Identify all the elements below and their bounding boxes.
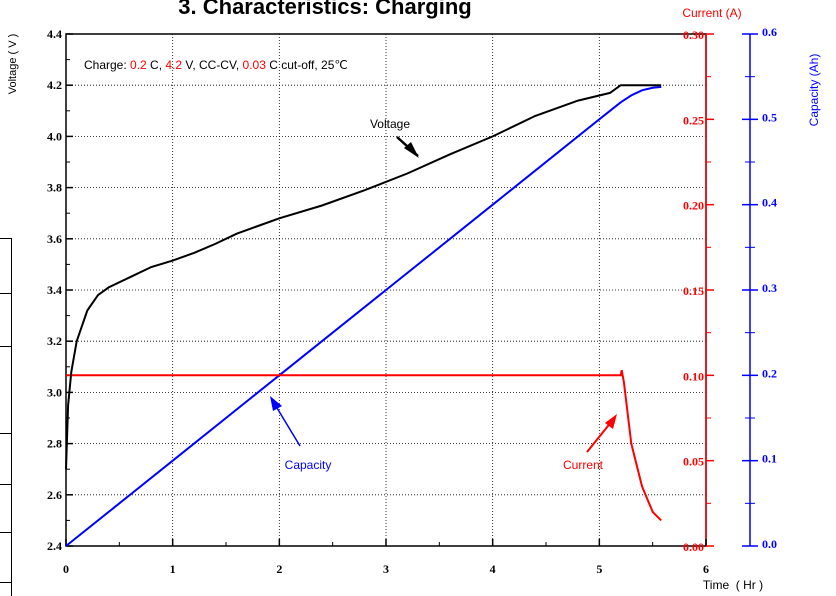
time-tick-label: 6 <box>703 562 709 576</box>
current-axis-label: Current (A) <box>682 6 741 20</box>
table-fragment-rule <box>0 238 12 239</box>
voltage-tick-label: 2.4 <box>47 539 62 553</box>
table-fragment-rule <box>0 433 12 434</box>
capacity-series-line <box>65 85 662 547</box>
table-fragment-rule <box>0 293 12 294</box>
capacity-tick-label: 0.2 <box>762 366 777 380</box>
annotation-rate-unit: C, <box>147 58 166 72</box>
capacity-callout-arrow <box>273 402 301 447</box>
current-tick-label: 0.00 <box>683 540 704 554</box>
voltage-tick-label: 2.6 <box>47 488 62 502</box>
voltage-tick-label: 4.2 <box>47 78 62 92</box>
current-tick-label: 0.20 <box>683 199 704 213</box>
current-axis-ticks: 0.00 0.05 0.10 0.15 0.20 0.25 0.30 <box>683 28 714 554</box>
charge-condition-annotation: Charge: 0.2 C, 4.2 V, CC-CV, 0.03 C cut-… <box>84 58 348 72</box>
voltage-tick-label: 4.0 <box>47 129 62 143</box>
voltage-tick-label: 3.2 <box>47 334 62 348</box>
current-callout-label: Current <box>563 458 604 472</box>
capacity-tick-label: 0.5 <box>762 110 777 124</box>
capacity-tick-label: 0.3 <box>762 281 777 295</box>
table-fragment-rule <box>0 532 12 533</box>
time-axis-ticks: 0 1 2 3 4 5 6 <box>63 539 709 576</box>
capacity-axis-label: Capacity (Ah) <box>807 54 821 127</box>
time-tick-label: 5 <box>596 562 602 576</box>
time-tick-label: 4 <box>490 562 496 576</box>
voltage-series-line <box>65 84 662 470</box>
annotation-voltage-unit: V, CC-CV, <box>182 58 242 72</box>
current-tick-label: 0.25 <box>683 113 704 127</box>
voltage-axis-ticks: 2.4 2.6 2.8 3.0 3.2 3.4 3.6 3.8 4.0 4.2 4.4 <box>47 27 73 553</box>
current-series-line <box>66 370 662 522</box>
voltage-tick-label: 3.6 <box>47 232 62 246</box>
table-fragment-rule <box>0 484 12 485</box>
annotation-cutoff-unit: C cut-off, 25℃ <box>266 58 348 72</box>
voltage-callout-label: Voltage <box>370 117 410 131</box>
table-fragment-rule <box>0 582 12 583</box>
capacity-arrowhead <box>270 396 282 411</box>
capacity-tick-label: 0.6 <box>762 25 777 39</box>
annotation-cutoff: 0.03 <box>243 58 267 72</box>
time-axis-label: Time ( Hr ) <box>703 578 763 592</box>
annotation-prefix: Charge: <box>84 58 130 72</box>
table-fragment-rule <box>0 346 12 347</box>
voltage-tick-label: 3.0 <box>47 385 62 399</box>
time-tick-label: 2 <box>276 562 282 576</box>
voltage-axis-label: Voltage ( V ) <box>7 34 19 95</box>
voltage-tick-label: 2.8 <box>47 437 62 451</box>
current-tick-label: 0.15 <box>683 284 704 298</box>
time-tick-label: 1 <box>170 562 176 576</box>
annotation-rate: 0.2 <box>130 58 147 72</box>
capacity-callout-label: Capacity <box>285 458 332 472</box>
capacity-tick-label: 0.0 <box>762 537 777 551</box>
capacity-tick-label: 0.1 <box>762 452 777 466</box>
current-tick-label: 0.10 <box>683 369 704 383</box>
current-arrowhead <box>605 414 617 429</box>
time-tick-label: 0 <box>63 562 69 576</box>
capacity-axis-ticks: 0.0 0.1 0.2 0.3 0.4 0.5 0.6 <box>742 25 777 551</box>
capacity-tick-label: 0.4 <box>762 196 777 210</box>
table-fragment-border <box>11 238 12 596</box>
time-tick-label: 3 <box>383 562 389 576</box>
voltage-tick-label: 4.4 <box>47 27 62 41</box>
voltage-arrowhead <box>404 142 419 158</box>
voltage-tick-label: 3.8 <box>47 181 62 195</box>
annotation-voltage: 4.2 <box>165 58 182 72</box>
current-tick-label: 0.30 <box>683 28 704 42</box>
voltage-tick-label: 3.4 <box>47 283 62 297</box>
chart-title: 3. Characteristics: Charging <box>178 0 471 19</box>
current-callout-arrow <box>586 420 613 453</box>
current-tick-label: 0.05 <box>683 455 704 469</box>
